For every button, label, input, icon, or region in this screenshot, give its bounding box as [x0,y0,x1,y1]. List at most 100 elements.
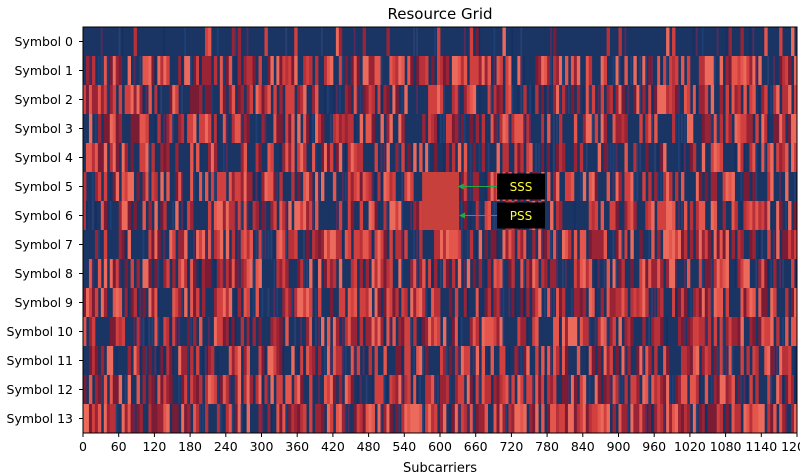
heatmap-cell [163,230,166,260]
heatmap-cell [181,346,185,376]
heatmap-cell [202,259,206,289]
heatmap-cell [725,172,729,202]
heatmap-cell [660,201,664,231]
heatmap-cell [318,317,320,347]
heatmap-cell [130,143,134,173]
heatmap-cell [746,346,750,376]
heatmap-cell [300,404,304,434]
heatmap-cell [532,288,536,318]
heatmap-cell [520,230,524,260]
heatmap-cell [764,201,768,231]
heatmap-cell [359,143,364,173]
heatmap-cell [196,85,200,115]
heatmap-cell [704,288,709,318]
x-tick-label: 600 [428,439,452,454]
heatmap-cell [791,375,795,405]
heatmap-cell [207,259,212,289]
heatmap-cell [100,56,103,86]
heatmap-cell [440,404,444,434]
heatmap-cell [451,56,456,86]
heatmap-cell [383,317,386,347]
heatmap-cell [371,56,375,86]
heatmap-cell [383,259,387,289]
heatmap-cell [651,56,654,86]
heatmap-cell [564,404,569,434]
heatmap-cell [707,317,712,347]
heatmap-cell [335,346,340,376]
heatmap-cell [83,85,87,115]
heatmap-cell [231,317,236,347]
heatmap-cell [734,143,737,173]
heatmap-cell [312,230,316,260]
heatmap-cell [737,317,741,347]
heatmap-cell [321,114,325,144]
heatmap-cell [184,404,188,434]
heatmap-cell [692,143,697,173]
heatmap-cell [523,288,526,318]
heatmap-cell [210,85,213,115]
heatmap-cell [273,172,277,202]
heatmap-cell [237,404,242,434]
heatmap-cell [502,346,506,376]
heatmap-cell [544,259,548,289]
heatmap-cell [788,230,792,260]
heatmap-cell [692,404,697,434]
heatmap-cell [270,230,273,260]
heatmap-cell [332,375,337,405]
heatmap-cell [243,201,248,231]
heatmap-cell [157,259,160,289]
heatmap-cell [553,230,557,260]
heatmap-cell [701,56,706,86]
heatmap-cell [612,375,616,405]
heatmap-cell [148,317,151,347]
heatmap-cell [181,201,183,231]
heatmap-cell [692,375,697,405]
heatmap-cell [154,85,158,115]
heatmap-cell [442,85,445,115]
heatmap-cell [487,56,491,86]
heatmap-cell [615,85,619,115]
heatmap-cell [553,317,557,347]
heatmap-cell [175,201,179,231]
heatmap-cell [368,114,372,144]
heatmap-cell [469,375,474,405]
heatmap-cell [654,172,658,202]
heatmap-cell [666,85,670,115]
heatmap-cell [163,346,166,376]
heatmap-cell [115,346,118,376]
heatmap-cell [692,346,697,376]
heatmap-cell [389,201,393,231]
heatmap-cell [511,230,515,260]
heatmap-cell [297,259,301,289]
heatmap-cell [582,114,587,144]
heatmap-cell [419,317,421,347]
heatmap-cell [499,346,503,376]
heatmap-cell [386,317,390,347]
heatmap-cell [517,143,521,173]
heatmap-cell [725,375,729,405]
heatmap-cell [374,172,377,202]
heatmap-cell [303,259,305,289]
heatmap-cell [202,230,206,260]
heatmap-cell [395,404,399,434]
heatmap-cell [216,259,221,289]
heatmap-cell [672,201,676,231]
heatmap-cell [547,114,551,144]
heatmap-cell [785,317,789,347]
heatmap-cell [440,114,442,144]
heatmap-cell [508,85,512,115]
heatmap-cell [398,56,402,86]
heatmap-cell [85,201,88,231]
heatmap-cell [246,288,250,318]
heatmap-cell [329,375,334,405]
heatmap-cell [136,404,140,434]
heatmap-cell [172,346,175,376]
heatmap-cell [261,288,264,318]
heatmap-cell [91,288,96,318]
heatmap-cell [228,56,233,86]
heatmap-cell [776,230,780,260]
heatmap-cell [591,114,594,144]
heatmap-cell [338,346,343,376]
heatmap-cell [680,172,685,202]
heatmap-cell [407,172,411,202]
